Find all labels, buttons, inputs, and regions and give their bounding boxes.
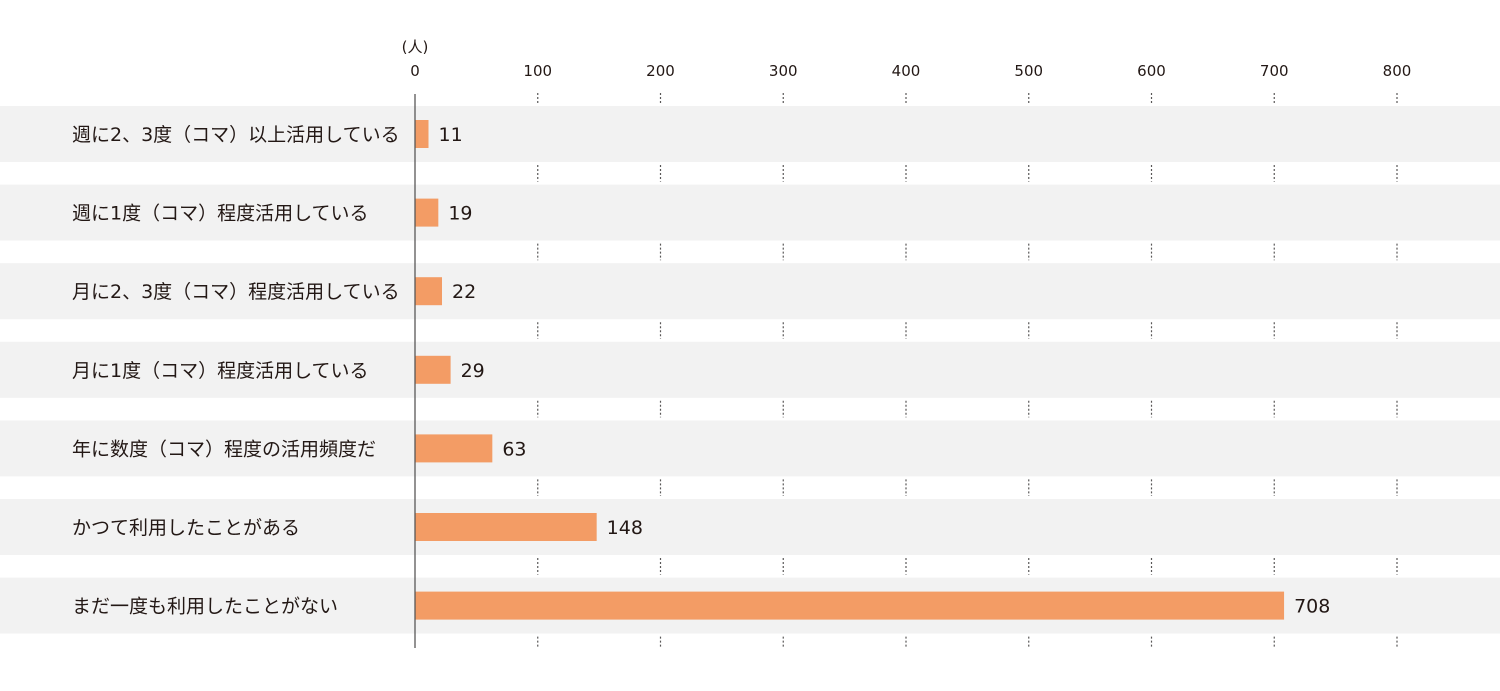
row-band xyxy=(0,420,1500,477)
bar xyxy=(415,120,429,148)
bar xyxy=(415,277,443,306)
row-band xyxy=(0,184,1500,241)
grid-lines xyxy=(537,93,1398,647)
value-label: 148 xyxy=(607,517,643,539)
value-label: 22 xyxy=(452,281,476,303)
value-label: 708 xyxy=(1294,596,1330,618)
bar xyxy=(415,591,1285,620)
tick-labels: 0 100 200 300 400 500 600 700 800 xyxy=(410,62,1411,80)
value-label: 29 xyxy=(461,360,485,382)
bar xyxy=(415,434,493,463)
category-labels: 週に2、3度（コマ）以上活用している週に1度（コマ）程度活用している月に2、3度… xyxy=(72,124,400,618)
bar xyxy=(415,355,451,384)
tick-label: 400 xyxy=(892,62,921,80)
tick-label: 0 xyxy=(410,62,420,80)
value-label: 19 xyxy=(448,203,472,225)
category-label: かつて利用したことがある xyxy=(72,517,300,539)
category-label: まだ一度も利用したことがない xyxy=(72,596,338,618)
category-label: 月に2、3度（コマ）程度活用している xyxy=(72,281,400,303)
category-label: 週に2、3度（コマ）以上活用している xyxy=(72,124,400,146)
row-bands xyxy=(0,106,1500,634)
tick-label: 200 xyxy=(646,62,675,80)
tick-label: 100 xyxy=(523,62,552,80)
row-band xyxy=(0,263,1500,320)
tick-label: 600 xyxy=(1137,62,1166,80)
tick-label: 500 xyxy=(1014,62,1043,80)
value-labels: 11 19 22 29 63 148 708 xyxy=(439,124,1331,618)
value-label: 11 xyxy=(439,124,463,146)
row-band xyxy=(0,499,1500,555)
bars xyxy=(415,120,1285,620)
row-band xyxy=(0,341,1500,398)
bar xyxy=(415,513,597,541)
tick-label: 300 xyxy=(769,62,798,80)
tick-label: 700 xyxy=(1260,62,1289,80)
category-label: 月に1度（コマ）程度活用している xyxy=(72,360,369,382)
category-label: 年に数度（コマ）程度の活用頻度だ xyxy=(72,438,376,460)
tick-label: 800 xyxy=(1383,62,1412,80)
row-band xyxy=(0,106,1500,162)
category-label: 週に1度（コマ）程度活用している xyxy=(72,203,369,225)
unit-label: (人) xyxy=(402,38,429,56)
value-label: 63 xyxy=(502,438,526,460)
bar xyxy=(415,198,439,227)
